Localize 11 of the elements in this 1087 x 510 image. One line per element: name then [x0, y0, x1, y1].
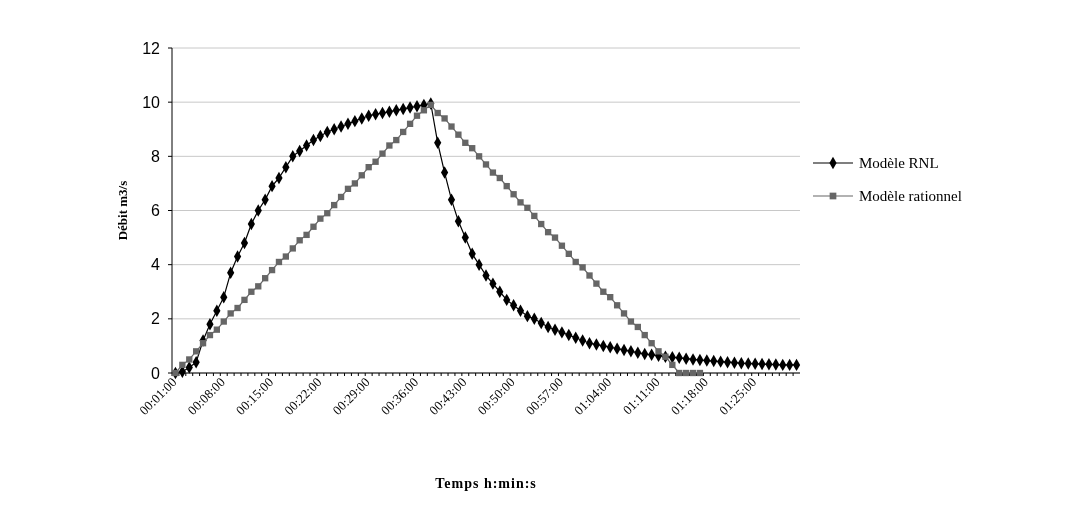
- y-axis-title: Débit m3/s: [115, 180, 130, 241]
- y-tick-label: 8: [151, 147, 161, 165]
- y-tick-label: 12: [142, 39, 161, 57]
- y-tick-label: 6: [151, 202, 161, 220]
- y-tick-label: 2: [151, 310, 161, 328]
- y-tick-label: 10: [142, 93, 161, 111]
- y-tick-label: 0: [151, 364, 161, 382]
- x-axis-title: Temps h:min:s: [435, 476, 537, 491]
- y-tick-label: 4: [151, 256, 161, 274]
- legend-label: Modèle rationnel: [859, 188, 962, 205]
- legend-label: Modèle RNL: [859, 155, 939, 172]
